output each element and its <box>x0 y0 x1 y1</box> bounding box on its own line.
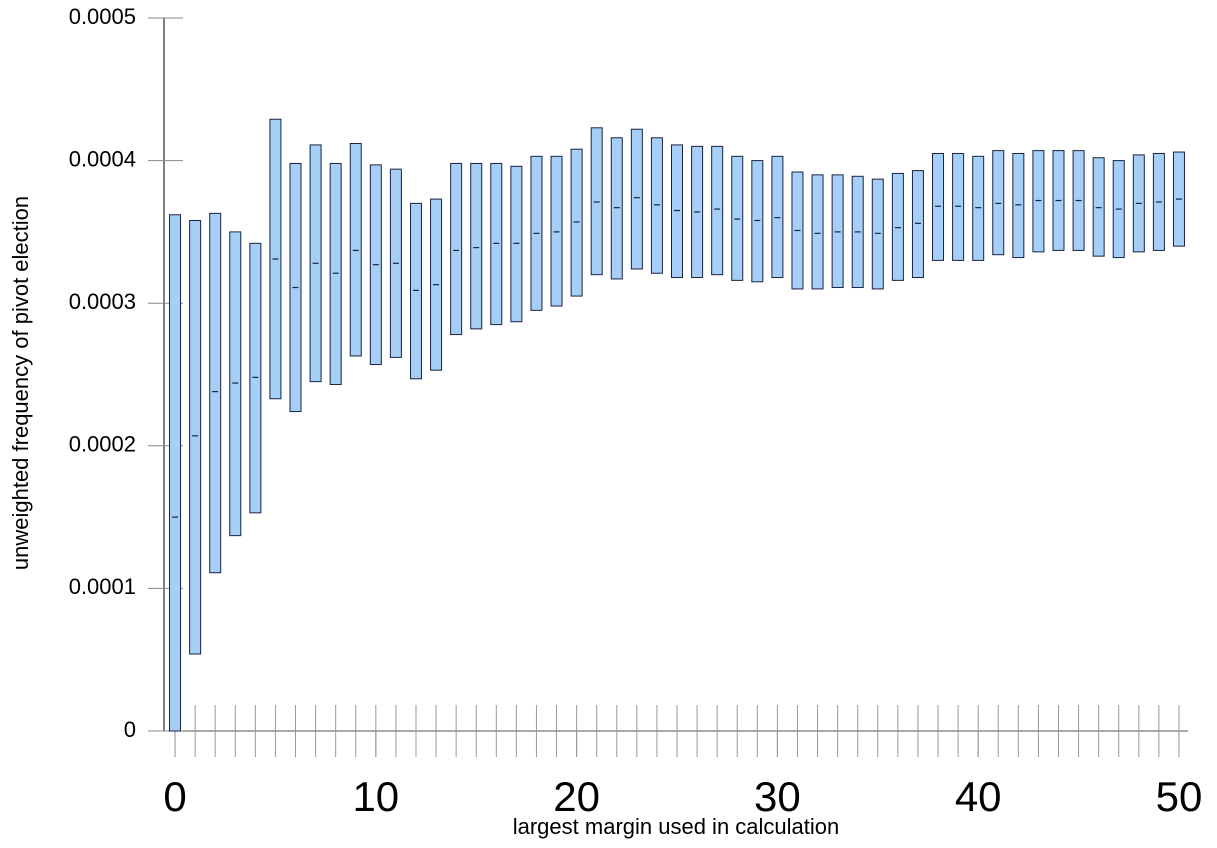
y-tick-label: 0 <box>124 717 136 742</box>
range-bar <box>771 155 784 279</box>
range-bar <box>711 145 724 276</box>
range-bar <box>209 212 222 574</box>
range-bar <box>590 127 603 276</box>
range-bar <box>932 152 945 261</box>
range-bar <box>169 214 182 732</box>
range-bar <box>610 137 623 280</box>
range-bar <box>409 202 422 380</box>
range-bar <box>550 155 563 307</box>
x-tick-label: 40 <box>955 773 1002 820</box>
range-bar <box>470 162 483 330</box>
range-bar <box>349 142 362 357</box>
range-bar <box>510 165 523 323</box>
y-axis-label: unweighted frequency of pivot election <box>8 196 33 570</box>
range-bar <box>229 231 242 537</box>
y-tick-label: 0.0005 <box>69 4 136 29</box>
x-tick-label: 0 <box>163 773 186 820</box>
range-bar <box>751 160 764 283</box>
y-tick-label: 0.0004 <box>69 146 136 171</box>
range-bar <box>249 242 262 514</box>
range-bar <box>189 219 202 655</box>
range-bar <box>450 162 463 336</box>
range-bar <box>671 144 684 279</box>
y-tick-label: 0.0002 <box>69 432 136 457</box>
range-bar <box>811 174 824 290</box>
x-tick-label: 10 <box>352 773 399 820</box>
y-tick-label: 0.0001 <box>69 574 136 599</box>
range-bar <box>630 128 643 270</box>
range-bar <box>992 150 1005 256</box>
x-tick-label: 30 <box>754 773 801 820</box>
x-tick-label: 50 <box>1156 773 1203 820</box>
range-bar <box>891 172 904 281</box>
range-bar <box>1092 157 1105 257</box>
y-tick-label: 0.0003 <box>69 289 136 314</box>
range-bar <box>911 170 924 279</box>
range-bar <box>650 137 663 274</box>
range-bar <box>731 155 744 281</box>
range-bar <box>490 162 503 326</box>
range-bar <box>952 152 965 261</box>
range-bar <box>570 148 583 297</box>
x-tick-label: 20 <box>553 773 600 820</box>
range-bar <box>871 178 884 290</box>
range-bar <box>831 174 844 289</box>
range-bar <box>1012 152 1025 259</box>
range-bar <box>329 162 342 385</box>
range-bar <box>972 155 985 261</box>
x-axis-label: largest margin used in calculation <box>513 814 840 839</box>
range-bar <box>1032 150 1045 253</box>
